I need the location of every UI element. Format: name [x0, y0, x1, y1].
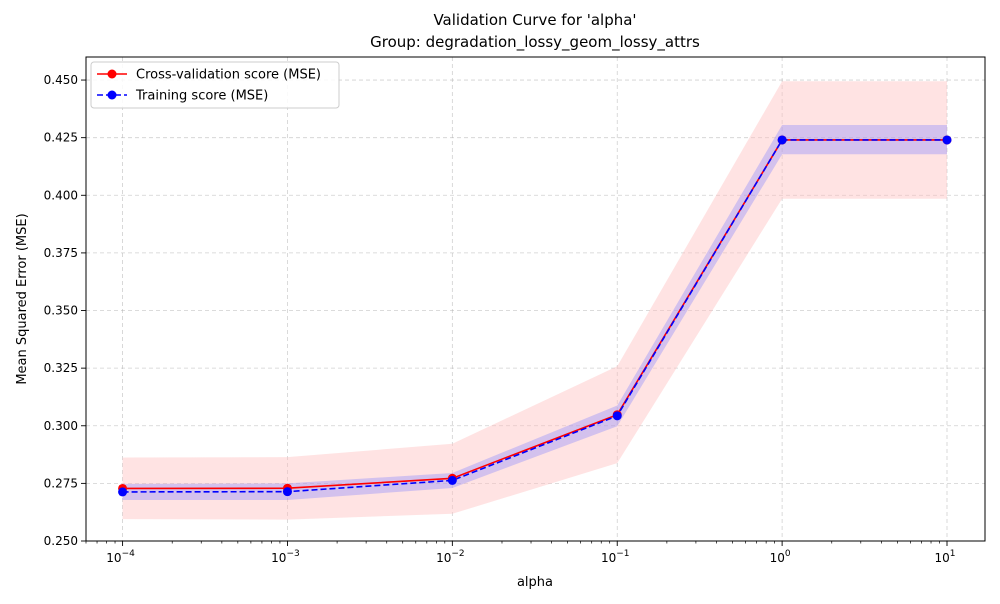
- marker-training: [942, 135, 952, 145]
- legend-marker-cv: [107, 69, 117, 79]
- plot-frame: [85, 56, 986, 542]
- y-axis-label: Mean Squared Error (MSE): [15, 213, 30, 384]
- y-tick-label: 0.450: [44, 73, 78, 87]
- y-tick-label: 0.325: [44, 361, 78, 375]
- legend: Cross-validation score (MSE) Training sc…: [90, 61, 340, 109]
- chart-title: Validation Curve for 'alpha': [433, 11, 636, 29]
- line-training: [122, 139, 948, 493]
- legend-label-train: Training score (MSE): [135, 89, 268, 104]
- y-tick-label: 0.350: [44, 304, 78, 318]
- y-tick-label: 0.300: [44, 419, 78, 433]
- marker-training: [777, 135, 787, 145]
- y-tick-label: 0.400: [44, 188, 78, 202]
- legend-marker-train: [107, 90, 117, 100]
- x-axis-ticks: 10−4 10−3 10−2 10−1 100 101: [85, 541, 956, 565]
- legend-box: [90, 61, 340, 109]
- series-lines: [122, 139, 948, 493]
- std-bands: [122, 81, 948, 520]
- std-band-training: [122, 124, 948, 500]
- marker-training: [118, 487, 128, 497]
- legend-label-cv: Cross-validation score (MSE): [136, 68, 321, 83]
- y-tick-label: 0.375: [44, 246, 78, 260]
- marker-training: [612, 411, 622, 421]
- y-tick-label: 0.275: [44, 476, 78, 490]
- marker-training: [282, 487, 292, 497]
- marker-training: [447, 475, 457, 485]
- grid-lines: [86, 57, 985, 542]
- x-axis-label: alpha: [517, 575, 553, 590]
- chart-subtitle: Group: degradation_lossy_geom_lossy_attr…: [370, 33, 700, 52]
- series-markers: [118, 135, 952, 497]
- y-tick-label: 0.250: [44, 534, 78, 548]
- y-tick-label: 0.425: [44, 131, 78, 145]
- std-band-cross-validation: [122, 81, 948, 520]
- y-axis-ticks: 0.250 0.275 0.300 0.325 0.350 0.375 0.400 0.425…: [44, 73, 86, 548]
